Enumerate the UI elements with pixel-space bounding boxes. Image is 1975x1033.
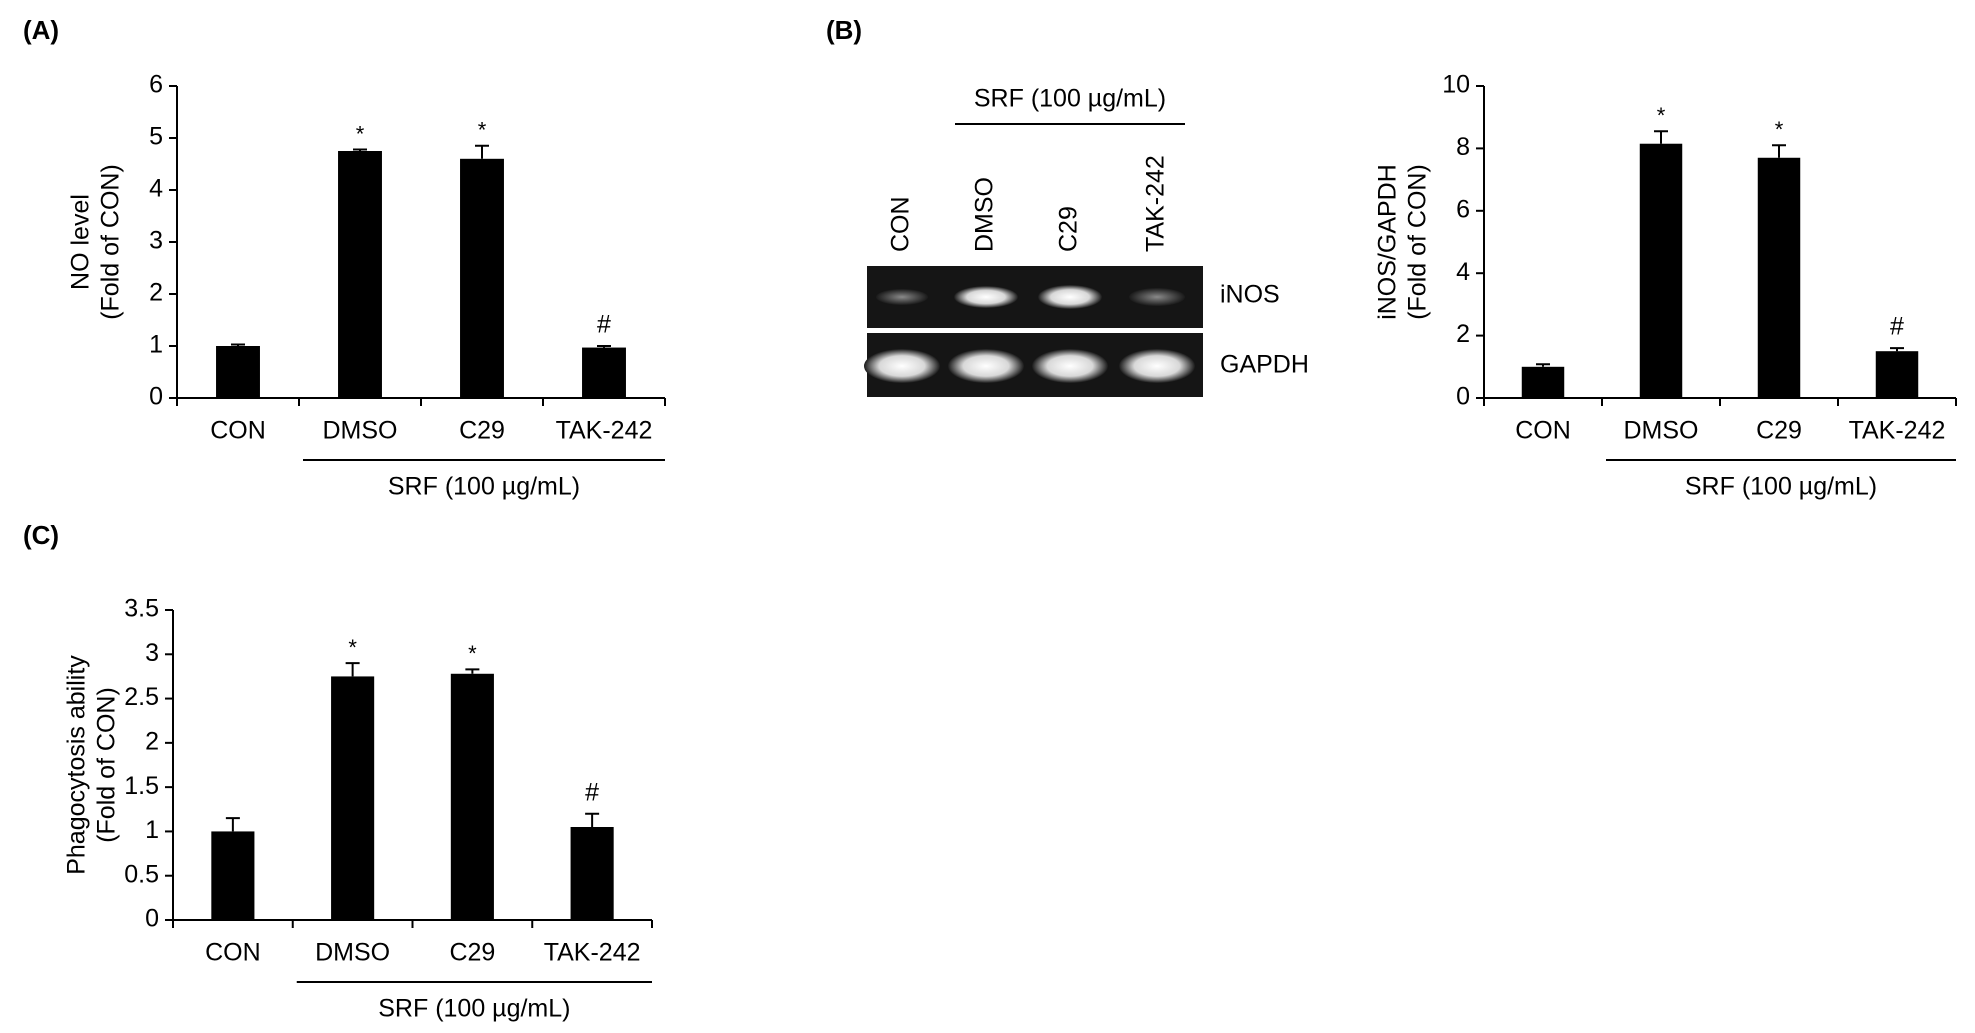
annotation: # (1890, 313, 1904, 341)
error-bar (465, 668, 480, 674)
y-tick-label: 6 (149, 71, 163, 99)
x-tick-label: CON (1515, 417, 1571, 445)
y-tick-label: 2 (149, 279, 163, 307)
bar (1875, 351, 1919, 398)
y-tick-label: 3.5 (124, 595, 159, 623)
bar (1757, 157, 1801, 398)
x-tick-label: C29 (1756, 417, 1802, 445)
bar (450, 673, 494, 920)
error-bar (597, 345, 611, 348)
gel-band-label: GAPDH (1220, 351, 1309, 379)
x-tick-label: C29 (459, 417, 505, 445)
y-tick-label: 0 (149, 383, 163, 411)
bar (570, 827, 614, 920)
y-tick-label: 6 (1456, 195, 1470, 223)
bar (460, 158, 504, 398)
x-tick-label: DMSO (315, 939, 390, 967)
group-label: SRF (100 µg/mL) (1685, 473, 1877, 501)
annotation: # (597, 311, 611, 339)
error-bar (353, 148, 367, 151)
gel-lane-label: TAK-242 (1142, 155, 1170, 252)
gel-band (1038, 285, 1102, 309)
gel-band (954, 286, 1018, 308)
bar (216, 346, 260, 398)
bar (582, 347, 626, 398)
error-bar (225, 817, 240, 832)
gel-band (864, 349, 940, 383)
annotation: * (478, 118, 487, 143)
y-axis-label: (Fold of CON) (97, 164, 125, 320)
y-axis-label: (Fold of CON) (1404, 164, 1432, 320)
y-tick-label: 3 (145, 639, 159, 667)
gel-band-label: iNOS (1220, 281, 1280, 309)
gel-lane-label: DMSO (971, 177, 999, 252)
x-tick-label: C29 (449, 939, 495, 967)
y-axis-label: NO level (67, 194, 95, 290)
y-axis-label: (Fold of CON) (93, 687, 121, 843)
bar (211, 831, 255, 920)
error-bar (231, 343, 245, 346)
group-label: SRF (100 µg/mL) (378, 995, 570, 1023)
y-tick-label: 1.5 (124, 772, 159, 800)
y-tick-label: 0.5 (124, 860, 159, 888)
y-tick-label: 2 (145, 727, 159, 755)
gel-band (876, 289, 928, 305)
y-tick-label: 1 (149, 331, 163, 359)
x-tick-label: TAK-242 (556, 417, 653, 445)
error-bar (1654, 130, 1668, 144)
error-bar (475, 144, 489, 159)
y-tick-label: 1 (145, 816, 159, 844)
panel-label: (C) (23, 520, 59, 550)
x-tick-label: CON (210, 417, 266, 445)
x-tick-label: TAK-242 (1849, 417, 1946, 445)
error-bar (345, 662, 360, 677)
bar (331, 676, 375, 920)
error-bar (585, 812, 600, 827)
y-tick-label: 0 (1456, 383, 1470, 411)
gel-image: SRF (100 µg/mL) CON DMSO C29 TAK-242 iNO… (864, 85, 1309, 397)
annotation: * (356, 121, 365, 146)
gel-group-label: SRF (100 µg/mL) (974, 85, 1166, 113)
bar (1639, 143, 1683, 398)
bar (338, 151, 382, 398)
panel-label: (A) (23, 15, 59, 45)
error-bar (1890, 347, 1904, 352)
y-tick-label: 2.5 (124, 683, 159, 711)
annotation: * (468, 641, 477, 666)
x-tick-label: TAK-242 (544, 939, 641, 967)
y-tick-label: 0 (145, 905, 159, 933)
y-tick-label: 5 (149, 123, 163, 151)
gel-band (1032, 349, 1108, 383)
gel-lane-label: CON (887, 196, 915, 252)
gel-band (1129, 288, 1185, 306)
annotation: * (1775, 117, 1784, 142)
y-tick-label: 4 (149, 175, 163, 203)
group-label: SRF (100 µg/mL) (388, 473, 580, 501)
y-tick-label: 3 (149, 227, 163, 255)
error-bar (1772, 144, 1786, 158)
gel-band (1119, 349, 1195, 383)
annotation: # (585, 778, 599, 806)
annotation: * (1657, 103, 1666, 128)
x-tick-label: CON (205, 939, 261, 967)
gel-band (948, 349, 1024, 383)
y-axis-label: Phagocytosis ability (63, 655, 91, 875)
annotation: * (348, 635, 357, 660)
y-axis-label: iNOS/GAPDH (1374, 164, 1402, 320)
y-tick-label: 4 (1456, 258, 1470, 286)
x-tick-label: DMSO (323, 417, 398, 445)
x-tick-label: DMSO (1624, 417, 1699, 445)
gel-lane-label: C29 (1055, 206, 1083, 252)
error-bar (1536, 363, 1550, 367)
panel-label: (B) (826, 15, 862, 45)
y-tick-label: 8 (1456, 133, 1470, 161)
bar (1521, 366, 1565, 398)
y-tick-label: 10 (1442, 71, 1470, 99)
y-tick-label: 2 (1456, 320, 1470, 348)
